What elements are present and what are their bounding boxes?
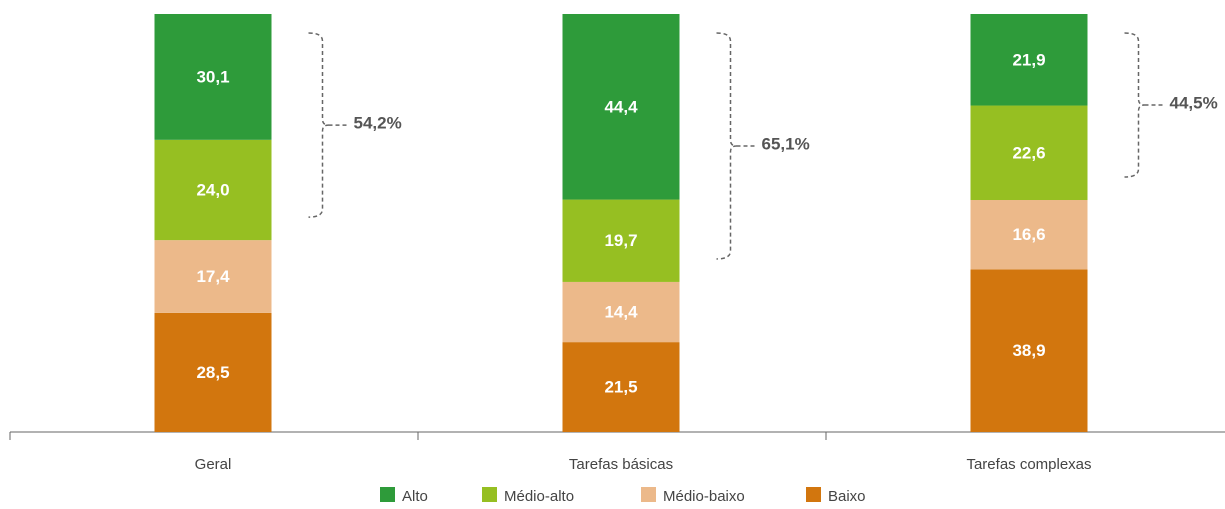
value-label: 44,4: [604, 97, 638, 116]
bar-segment: [154, 139, 272, 241]
annotation: 65,1%: [762, 134, 810, 153]
legend-swatch: [806, 487, 821, 502]
legend-swatch: [641, 487, 656, 502]
bar-segment: [562, 281, 680, 343]
legend-label: Baixo: [828, 488, 866, 505]
x-tick-label: Geral: [195, 456, 232, 473]
value-label: 21,5: [604, 378, 637, 397]
bracket: [308, 32, 329, 218]
bar-segment: [154, 312, 272, 432]
value-label: 28,5: [196, 363, 229, 382]
bracket: [716, 32, 737, 260]
value-label: 22,6: [1012, 143, 1045, 162]
bar-segment: [154, 14, 272, 140]
annotation: 54,2%: [354, 114, 402, 133]
bar-segment: [970, 269, 1088, 432]
bar-segment: [970, 14, 1088, 106]
bar-segment: [154, 240, 272, 313]
legend-label: Médio-baixo: [663, 488, 745, 505]
value-label: 19,7: [604, 231, 637, 250]
value-label: 21,9: [1012, 50, 1045, 69]
annotation: 44,5%: [1170, 93, 1218, 112]
value-label: 14,4: [604, 303, 638, 322]
bracket: [1124, 32, 1145, 178]
bar-segment: [562, 199, 680, 282]
value-label: 24,0: [196, 180, 229, 199]
value-label: 17,4: [196, 267, 230, 286]
bar-segment: [562, 14, 680, 200]
bar-segment: [970, 105, 1088, 201]
legend-label: Médio-alto: [504, 488, 574, 505]
legend-label: Alto: [402, 488, 428, 505]
bar-segment: [562, 342, 680, 432]
bar-segment: [970, 200, 1088, 270]
value-label: 16,6: [1012, 225, 1045, 244]
value-label: 38,9: [1012, 341, 1045, 360]
x-tick-label: Tarefas complexas: [966, 456, 1091, 473]
legend-swatch: [482, 487, 497, 502]
x-tick-label: Tarefas básicas: [569, 456, 673, 473]
legend-swatch: [380, 487, 395, 502]
value-label: 30,1: [196, 67, 229, 86]
